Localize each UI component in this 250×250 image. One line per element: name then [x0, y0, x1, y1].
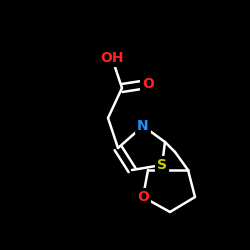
Text: N: N: [137, 119, 149, 133]
Text: O: O: [142, 77, 154, 91]
Text: OH: OH: [100, 51, 124, 65]
Text: S: S: [157, 158, 167, 172]
Text: O: O: [137, 190, 149, 204]
